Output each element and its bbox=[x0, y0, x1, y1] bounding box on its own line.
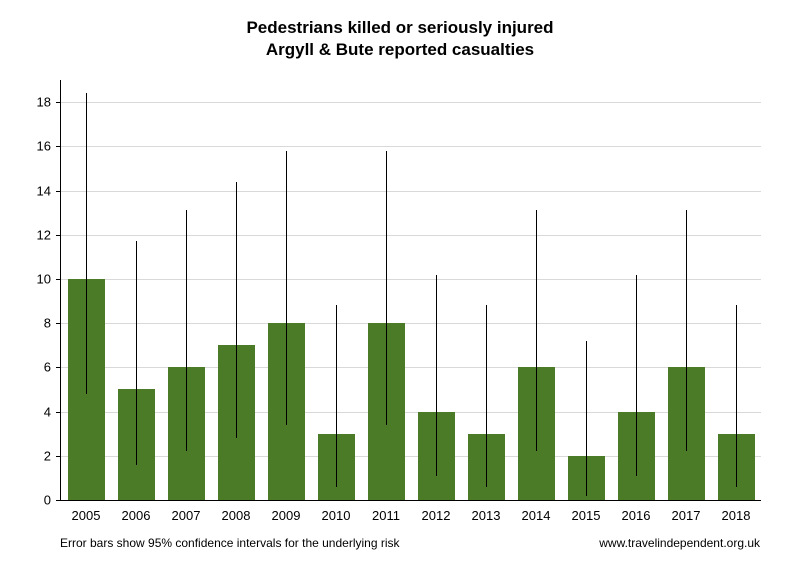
plot-area: 0246810121416182005200620072008200920102… bbox=[60, 80, 761, 501]
error-bar bbox=[636, 275, 637, 476]
gridline bbox=[61, 367, 761, 368]
gridline bbox=[61, 412, 761, 413]
ytick-label: 0 bbox=[44, 493, 61, 508]
error-bar bbox=[736, 305, 737, 486]
xtick-label: 2016 bbox=[622, 500, 651, 523]
xtick-label: 2010 bbox=[322, 500, 351, 523]
error-bar bbox=[286, 151, 287, 425]
ytick-label: 18 bbox=[37, 95, 61, 110]
xtick-label: 2006 bbox=[122, 500, 151, 523]
error-bar bbox=[336, 305, 337, 486]
ytick-label: 6 bbox=[44, 360, 61, 375]
xtick-label: 2009 bbox=[272, 500, 301, 523]
footer-note: Error bars show 95% confidence intervals… bbox=[60, 536, 400, 550]
error-bar bbox=[686, 210, 687, 451]
error-bar bbox=[386, 151, 387, 425]
ytick-label: 12 bbox=[37, 227, 61, 242]
error-bar bbox=[86, 93, 87, 394]
chart-title-line2: Argyll & Bute reported casualties bbox=[0, 40, 800, 60]
xtick-label: 2005 bbox=[72, 500, 101, 523]
gridline bbox=[61, 323, 761, 324]
error-bar bbox=[136, 241, 137, 464]
gridline bbox=[61, 279, 761, 280]
ytick-label: 8 bbox=[44, 316, 61, 331]
xtick-label: 2008 bbox=[222, 500, 251, 523]
error-bar bbox=[536, 210, 537, 451]
gridline bbox=[61, 146, 761, 147]
gridline bbox=[61, 235, 761, 236]
chart-container: Pedestrians killed or seriously injured … bbox=[0, 0, 800, 580]
error-bar bbox=[436, 275, 437, 476]
xtick-label: 2012 bbox=[422, 500, 451, 523]
ytick-label: 16 bbox=[37, 139, 61, 154]
ytick-label: 4 bbox=[44, 404, 61, 419]
xtick-label: 2018 bbox=[722, 500, 751, 523]
error-bar bbox=[186, 210, 187, 451]
ytick-label: 14 bbox=[37, 183, 61, 198]
xtick-label: 2011 bbox=[372, 500, 400, 523]
xtick-label: 2013 bbox=[472, 500, 501, 523]
error-bar bbox=[586, 341, 587, 496]
ytick-label: 10 bbox=[37, 271, 61, 286]
xtick-label: 2007 bbox=[172, 500, 201, 523]
ytick-label: 2 bbox=[44, 448, 61, 463]
xtick-label: 2015 bbox=[572, 500, 601, 523]
gridline bbox=[61, 456, 761, 457]
xtick-label: 2014 bbox=[522, 500, 551, 523]
chart-title-line1: Pedestrians killed or seriously injured bbox=[0, 18, 800, 38]
error-bar bbox=[236, 182, 237, 438]
error-bar bbox=[486, 305, 487, 486]
gridline bbox=[61, 191, 761, 192]
gridline bbox=[61, 102, 761, 103]
xtick-label: 2017 bbox=[672, 500, 701, 523]
footer-source: www.travelindependent.org.uk bbox=[599, 536, 760, 550]
